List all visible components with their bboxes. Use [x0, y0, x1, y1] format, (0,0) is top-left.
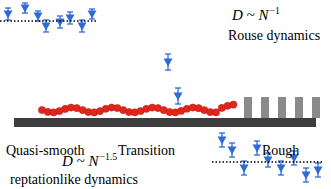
error-cap	[165, 53, 171, 54]
error-cap	[175, 87, 181, 88]
pillar	[244, 97, 252, 118]
pillar	[295, 97, 303, 118]
error-cap	[57, 27, 63, 28]
data-point	[34, 11, 43, 21]
data-point	[253, 141, 262, 155]
scaling-law: D ~ N	[61, 153, 99, 169]
surface	[14, 118, 316, 127]
marker	[88, 11, 97, 19]
marker	[314, 167, 323, 175]
error-cap	[35, 10, 41, 11]
marker	[174, 93, 183, 101]
error-cap	[241, 174, 247, 175]
error-cap	[22, 2, 28, 3]
reference-line	[0, 20, 96, 22]
marker	[302, 172, 311, 180]
error-cap	[254, 140, 260, 141]
marker	[56, 19, 65, 27]
marker	[253, 145, 262, 153]
marker	[42, 23, 51, 31]
marker	[34, 13, 43, 21]
error-cap	[229, 156, 235, 157]
scaling-law: D ~ N	[231, 7, 269, 23]
data-point	[218, 133, 227, 147]
superscript: −1	[269, 5, 279, 16]
error-cap	[79, 31, 85, 32]
marker	[277, 165, 286, 173]
error-cap	[67, 11, 73, 12]
error-cap	[89, 8, 95, 9]
error-cap	[291, 164, 297, 165]
marker	[228, 147, 237, 155]
error-cap	[175, 103, 181, 104]
error-cap	[57, 15, 63, 16]
marker	[21, 5, 30, 13]
data-point	[228, 143, 237, 157]
pillar	[261, 97, 269, 118]
error-cap	[89, 18, 95, 19]
data-point	[302, 168, 311, 182]
error-cap	[254, 154, 260, 155]
error-cap	[278, 174, 284, 175]
data-marks	[0, 3, 323, 182]
data-point	[66, 12, 75, 24]
marker	[164, 59, 173, 67]
marker	[240, 165, 249, 173]
error-cap	[165, 69, 171, 70]
marker	[218, 137, 227, 145]
data-point	[277, 161, 286, 175]
marker	[78, 23, 87, 31]
reference-line	[212, 161, 322, 163]
data-point	[88, 9, 97, 19]
error-cap	[229, 142, 235, 143]
surface-label: Rough	[262, 143, 299, 158]
pillar	[278, 97, 286, 118]
surface-label: Transition	[118, 143, 175, 158]
regime-label: Rouse dynamics	[228, 28, 320, 43]
annotations: D ~ N−1Rouse dynamicsQuasi-smoothTransit…	[6, 5, 320, 187]
data-point	[164, 54, 173, 70]
polymer-bead	[230, 101, 237, 108]
error-cap	[219, 146, 225, 147]
error-cap	[315, 176, 321, 177]
data-point	[240, 161, 249, 175]
error-cap	[219, 132, 225, 133]
marker	[4, 11, 13, 19]
regime-label: reptationlike dynamics	[10, 172, 138, 187]
error-cap	[67, 23, 73, 24]
error-cap	[43, 31, 49, 32]
data-point	[314, 163, 323, 177]
error-cap	[265, 166, 271, 167]
figure: D ~ N−1Rouse dynamicsQuasi-smoothTransit…	[0, 0, 331, 189]
data-point	[174, 88, 183, 104]
error-cap	[5, 7, 11, 8]
error-cap	[303, 167, 309, 168]
error-cap	[22, 12, 28, 13]
pillar	[312, 97, 320, 118]
schematic	[14, 97, 320, 127]
data-point	[56, 16, 65, 28]
data-point	[21, 3, 30, 13]
error-cap	[303, 181, 309, 182]
data-point	[4, 8, 13, 20]
superscript: −1.5	[99, 151, 117, 162]
